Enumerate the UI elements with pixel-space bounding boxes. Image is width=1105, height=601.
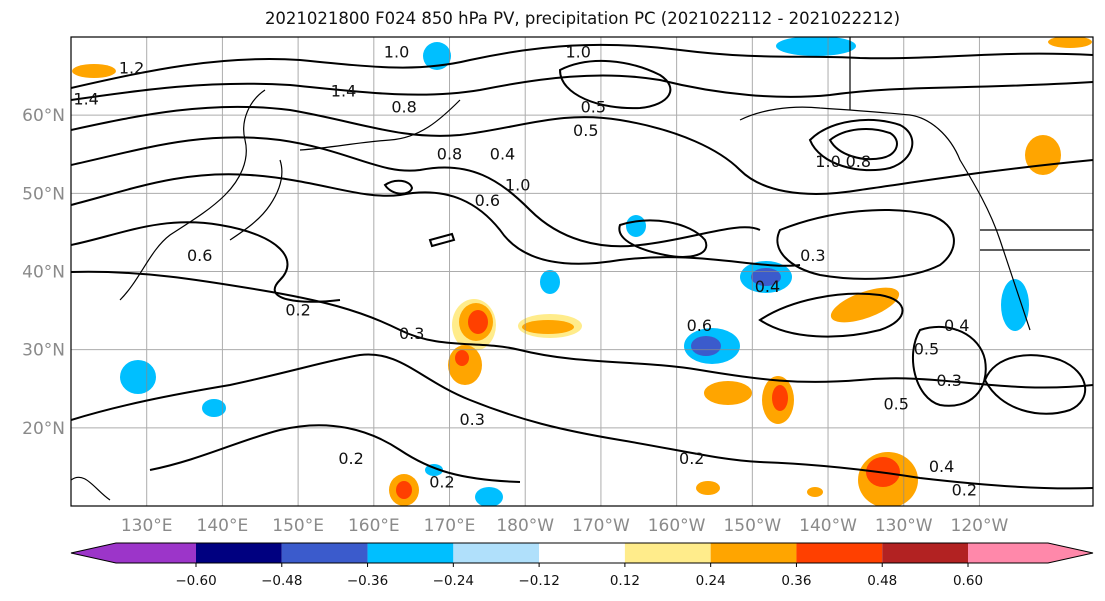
contour-label: 0.5 bbox=[573, 121, 598, 140]
contour-label: 0.4 bbox=[944, 316, 969, 335]
longitude-label: 180°W bbox=[496, 516, 554, 536]
longitude-label: 140°E bbox=[197, 516, 249, 536]
longitude-label: 130°E bbox=[121, 516, 173, 536]
coastlines bbox=[71, 37, 1093, 501]
longitude-label: 170°E bbox=[424, 516, 476, 536]
contour-label: 1.0 bbox=[505, 176, 530, 195]
colorbar-segment bbox=[539, 543, 625, 563]
colorbar-tick-label: −0.12 bbox=[518, 573, 559, 589]
colorbar-segment bbox=[882, 543, 968, 563]
latitude-label: 60°N bbox=[22, 106, 65, 126]
colorbar-segment bbox=[71, 543, 196, 563]
contour-label: 0.3 bbox=[800, 246, 825, 265]
map-title: 2021021800 F024 850 hPa PV, precipitatio… bbox=[264, 9, 901, 28]
contour-label: 0.2 bbox=[285, 301, 310, 320]
map-frame bbox=[70, 36, 1094, 507]
colorbar-segment bbox=[367, 543, 454, 563]
colorbar-tick-label: −0.36 bbox=[347, 573, 388, 589]
contour-label: 0.4 bbox=[929, 457, 954, 476]
colorbar-tick-label: −0.48 bbox=[261, 573, 302, 589]
contour-label: 0.3 bbox=[399, 324, 424, 343]
contour-label: 1.0 bbox=[565, 43, 590, 62]
colorbar-tick-label: 0.36 bbox=[781, 573, 811, 589]
longitude-labels: 130°E 140°E 150°E 160°E 170°E 180°W 170°W 160°W… bbox=[121, 516, 1009, 536]
colorbar-segment bbox=[453, 543, 540, 563]
contour-label: 0.6 bbox=[475, 191, 500, 210]
latitude-label: 40°N bbox=[22, 263, 65, 283]
colorbar-segment bbox=[281, 543, 368, 563]
contour-label: 0.2 bbox=[952, 480, 977, 499]
longitude-label: 130°W bbox=[875, 516, 933, 536]
colorbar-outline bbox=[70, 542, 1094, 564]
colorbar-segment bbox=[710, 543, 797, 563]
graticule bbox=[71, 37, 1093, 506]
contour-label: 0.2 bbox=[679, 449, 704, 468]
longitude-label: 160°W bbox=[648, 516, 706, 536]
contour-label: 0.3 bbox=[460, 410, 485, 429]
colorbar-segment bbox=[196, 543, 282, 563]
colorbar-segment bbox=[624, 543, 711, 563]
contour-label: 0.8 bbox=[391, 97, 416, 116]
colorbar bbox=[70, 542, 1094, 564]
colorbar-segment bbox=[968, 543, 1093, 563]
latitude-label: 50°N bbox=[22, 184, 65, 204]
contour-label: 0.2 bbox=[338, 449, 363, 468]
contour-label: 0.5 bbox=[883, 394, 908, 413]
pv-contours bbox=[71, 43, 1093, 490]
longitude-label: 120°W bbox=[951, 516, 1009, 536]
latitude-label: 20°N bbox=[22, 419, 65, 439]
contour-label: 0.5 bbox=[914, 340, 939, 359]
contour-label: 0.8 bbox=[846, 152, 871, 171]
colorbar-tick-label: −0.60 bbox=[175, 573, 216, 589]
contour-labels: 1.0 1.0 1.2 1.4 1.4 0.8 0.5 0.5 0.4 0.8 1.0 0.6 1.0 0… bbox=[73, 43, 977, 500]
contour-label: 0.6 bbox=[687, 316, 712, 335]
longitude-label: 160°E bbox=[348, 516, 400, 536]
colorbar-segment bbox=[796, 543, 883, 563]
colorbar-tick-label: 0.60 bbox=[953, 573, 983, 589]
contour-label: 1.4 bbox=[331, 82, 356, 101]
contour-label: 0.4 bbox=[490, 144, 515, 163]
colorbar-tick-label: 0.48 bbox=[867, 573, 897, 589]
longitude-label: 150°W bbox=[723, 516, 781, 536]
colorbar-tick-label: 0.24 bbox=[696, 573, 726, 589]
longitude-label: 170°W bbox=[572, 516, 630, 536]
contour-label: 1.2 bbox=[119, 58, 144, 77]
contour-label: 0.3 bbox=[936, 371, 961, 390]
longitude-label: 150°E bbox=[272, 516, 324, 536]
latitude-label: 30°N bbox=[22, 341, 65, 361]
colorbar-tick-labels: −0.60 −0.48 −0.36 −0.24 −0.12 0.12 0.24 0.36 0.4… bbox=[175, 563, 983, 589]
colorbar-tick-label: −0.24 bbox=[433, 573, 474, 589]
contour-label: 0.8 bbox=[437, 144, 462, 163]
latitude-labels: 60°N 50°N 40°N 30°N 20°N bbox=[22, 106, 65, 439]
contour-label: 1.4 bbox=[73, 90, 98, 109]
longitude-label: 140°W bbox=[799, 516, 857, 536]
contour-label: 1.0 bbox=[384, 43, 409, 62]
contour-label: 0.4 bbox=[755, 277, 780, 296]
contour-label: 1.0 bbox=[815, 152, 840, 171]
contour-label: 0.2 bbox=[429, 473, 454, 492]
contour-label: 0.6 bbox=[187, 246, 212, 265]
contour-label: 0.5 bbox=[581, 97, 606, 116]
colorbar-tick-label: 0.12 bbox=[610, 573, 640, 589]
